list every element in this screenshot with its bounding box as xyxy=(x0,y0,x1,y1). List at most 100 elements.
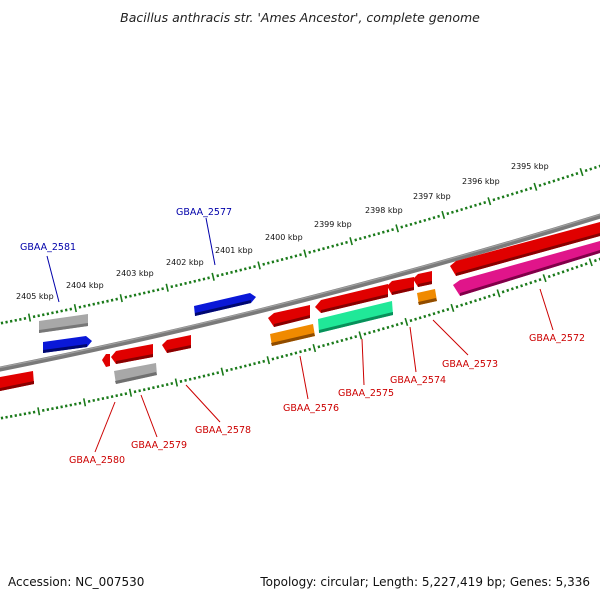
minor-tick xyxy=(299,350,302,354)
accession-text: Accession: NC_007530 xyxy=(8,575,144,589)
minor-tick xyxy=(593,165,597,170)
minor-tick xyxy=(377,328,381,332)
gene-labels: GBAA_2581 GBAA_2577 GBAA_2572 GBAA_2573 … xyxy=(20,207,585,466)
minor-tick xyxy=(211,372,215,376)
minor-tick xyxy=(230,367,233,371)
minor-tick xyxy=(138,292,142,296)
minor-tick xyxy=(363,332,367,336)
minor-tick xyxy=(55,310,59,314)
minor-tick xyxy=(37,314,41,318)
minor-tick xyxy=(308,250,312,254)
minor-tick xyxy=(285,353,289,357)
minor-tick xyxy=(271,357,275,361)
minor-tick xyxy=(253,265,256,269)
kbp-label: 2403 kbp xyxy=(116,269,154,278)
minor-tick xyxy=(64,308,68,312)
minor-tick xyxy=(92,302,96,306)
minor-tick xyxy=(14,318,18,322)
gene-label-gbaa-2572[interactable]: GBAA_2572 xyxy=(529,333,585,344)
minor-tick xyxy=(133,293,137,297)
minor-tick xyxy=(552,179,556,183)
minor-tick xyxy=(414,317,418,321)
gene-label-gbaa-2575[interactable]: GBAA_2575 xyxy=(338,388,394,399)
minor-tick xyxy=(147,387,151,391)
minor-tick xyxy=(404,224,408,228)
gene-arrow-gbaa-2580[interactable] xyxy=(102,354,110,367)
major-tick xyxy=(579,168,584,177)
minor-tick xyxy=(414,221,417,225)
major-tick xyxy=(542,274,547,283)
minor-tick xyxy=(101,397,105,401)
minor-tick xyxy=(372,233,376,237)
minor-tick xyxy=(101,300,105,304)
gene-arrow-gbaa-2572-pair[interactable] xyxy=(450,222,600,296)
minor-tick xyxy=(501,290,505,294)
minor-tick xyxy=(418,316,422,320)
minor-tick xyxy=(276,356,279,360)
minor-tick xyxy=(543,182,547,186)
minor-tick xyxy=(55,406,59,410)
minor-tick xyxy=(202,277,206,281)
minor-tick xyxy=(335,243,339,247)
minor-tick xyxy=(115,297,119,301)
minor-tick xyxy=(96,398,100,401)
minor-tick xyxy=(32,315,36,319)
minor-tick xyxy=(51,311,54,315)
gene-label-gbaa-2580[interactable]: GBAA_2580 xyxy=(69,455,125,466)
minor-tick xyxy=(469,300,473,304)
minor-tick xyxy=(506,288,510,292)
minor-tick xyxy=(142,291,146,295)
gene-arrow-gbaa-2577[interactable] xyxy=(194,293,256,316)
minor-tick xyxy=(239,365,243,369)
major-tick xyxy=(487,197,492,206)
gene-arrow-gbaa-2574[interactable] xyxy=(387,277,414,295)
gene-label-gbaa-2576[interactable]: GBAA_2576 xyxy=(283,403,339,414)
gene-arrow-left-edge[interactable] xyxy=(0,371,34,391)
major-tick xyxy=(266,356,271,365)
gene-label-gbaa-2578[interactable]: GBAA_2578 xyxy=(195,425,251,436)
minor-tick xyxy=(520,284,524,288)
gene-arrow-gbaa-2575[interactable] xyxy=(315,284,393,333)
minor-tick xyxy=(285,256,289,260)
minor-tick xyxy=(184,378,187,382)
minor-tick xyxy=(381,230,385,234)
minor-tick xyxy=(441,309,445,313)
gene-label-gbaa-2577[interactable]: GBAA_2577 xyxy=(176,207,232,218)
forward-strand-genes xyxy=(39,293,256,353)
gene-label-gbaa-2573[interactable]: GBAA_2573 xyxy=(442,359,498,370)
gene-label-gbaa-2581[interactable]: GBAA_2581 xyxy=(20,242,76,253)
major-tick xyxy=(165,283,169,292)
major-tick xyxy=(119,294,123,303)
minor-tick xyxy=(0,321,4,325)
minor-tick xyxy=(395,323,399,327)
gene-callout-lines xyxy=(46,217,554,453)
gene-arrow-gbaa-2578[interactable] xyxy=(162,335,191,353)
minor-tick xyxy=(584,168,588,173)
gene-arrow-gbaa-2576[interactable] xyxy=(268,305,315,346)
minor-tick xyxy=(510,192,514,196)
genome-backbone-highlight xyxy=(0,213,600,369)
minor-tick xyxy=(188,377,192,381)
minor-tick xyxy=(179,379,183,383)
major-tick xyxy=(73,304,77,313)
gene-label-gbaa-2579[interactable]: GBAA_2579 xyxy=(131,440,187,451)
minor-tick xyxy=(197,375,201,379)
major-tick xyxy=(358,331,363,340)
minor-tick xyxy=(345,337,348,341)
minor-tick xyxy=(437,310,441,314)
gene-arrow-gbaa-2573[interactable] xyxy=(413,271,437,305)
minor-tick xyxy=(9,319,13,323)
minor-tick xyxy=(437,214,441,218)
minor-tick xyxy=(506,193,510,198)
minor-tick xyxy=(326,342,330,346)
major-tick xyxy=(27,313,32,322)
minor-tick xyxy=(368,234,371,238)
minor-tick xyxy=(529,281,533,285)
gene-label-gbaa-2574[interactable]: GBAA_2574 xyxy=(390,375,446,386)
gene-arrow-gbaa-2579[interactable] xyxy=(111,344,157,384)
minor-tick xyxy=(510,287,514,291)
minor-tick xyxy=(147,290,151,294)
gene-arrow-gbaa-2581[interactable] xyxy=(39,314,92,353)
minor-tick xyxy=(561,270,565,274)
